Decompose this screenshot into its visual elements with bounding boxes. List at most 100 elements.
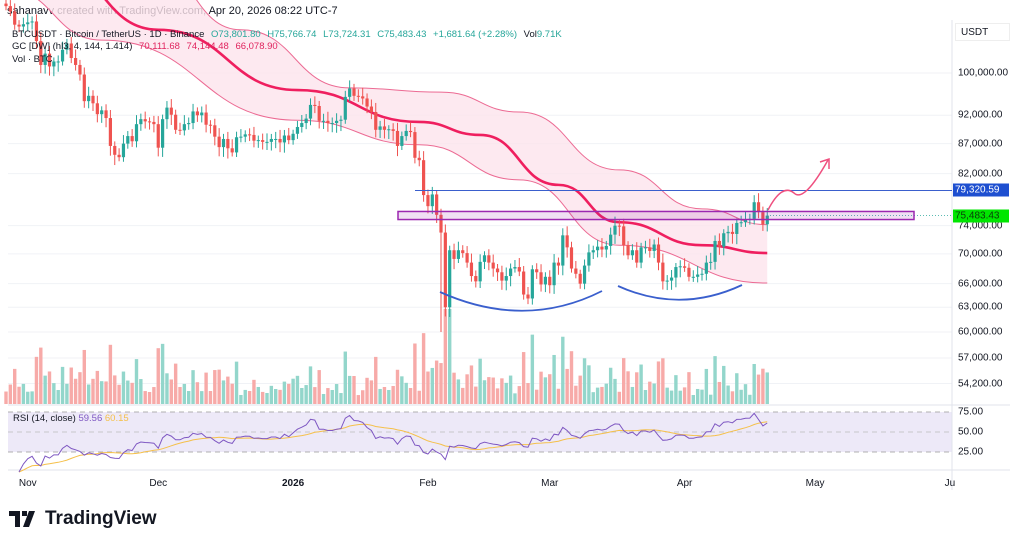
volume-bar (282, 381, 287, 404)
gc-legend[interactable]: GC [DW] (hl3, 4, 144, 1.414) 70,111.68 7… (12, 41, 282, 52)
volume-bar (182, 383, 187, 404)
candle-body (82, 74, 86, 102)
volume-bar (86, 384, 91, 404)
candle-body (574, 268, 578, 274)
volume-bar (191, 370, 195, 404)
candle-body (304, 118, 308, 124)
volume-bar (239, 394, 243, 404)
volume-bar (13, 368, 17, 404)
gc-upper-value: 74,144.48 (186, 41, 229, 52)
volume-bar (495, 388, 500, 404)
candle-body (226, 138, 230, 149)
candle-body (95, 103, 99, 115)
volume-value: 9.71K (536, 29, 562, 40)
volume-bar (295, 375, 300, 404)
volume-legend[interactable]: Vol · BTC (12, 54, 57, 65)
candle-body (274, 138, 278, 140)
volume-bar (4, 391, 8, 404)
volume-bar (165, 373, 169, 404)
volume-bar (465, 374, 469, 404)
candle-body (378, 126, 382, 130)
volume-bar (739, 389, 743, 404)
price-change: +1,681.64 (+2.28%) (433, 29, 517, 40)
volume-bar (43, 375, 47, 404)
candle-body (639, 247, 643, 263)
candle-body (556, 262, 561, 266)
volume-bar (617, 391, 622, 404)
candle-body (522, 271, 526, 295)
volume-bar (595, 387, 600, 404)
candle-body (622, 226, 626, 246)
candle-body (530, 269, 534, 299)
gc-center-value: 70,111.68 (139, 41, 180, 52)
volume-bar (582, 358, 587, 404)
candle-body (139, 119, 143, 125)
candle-body (65, 43, 69, 50)
price-tick: 82,000.00 (958, 168, 1003, 180)
volume-bar (487, 377, 491, 404)
volume-bar (313, 387, 317, 404)
price-tick: 74,000.00 (958, 220, 1003, 232)
currency-label[interactable]: USDT (955, 23, 1010, 41)
candle-body (326, 120, 330, 124)
volume-bar (491, 377, 495, 404)
price-tick: 70,000.00 (958, 248, 1003, 260)
rsi-legend[interactable]: RSI (14, close) 59.56 60.15 (13, 413, 129, 424)
rsi-label: RSI (14, close) (13, 413, 76, 424)
candle-body (13, 11, 17, 25)
volume-bar (622, 358, 626, 404)
candle-body (509, 268, 513, 277)
volume-bar (226, 376, 230, 404)
candle-body (652, 244, 656, 251)
candle-body (565, 235, 569, 248)
symbol-legend[interactable]: BTCUSDT · Bitcoin / TetherUS · 1D · Bina… (12, 29, 566, 40)
candle-body (469, 262, 474, 277)
volume-bar (743, 384, 748, 404)
volume-bar (339, 393, 343, 404)
candle-body (656, 244, 661, 263)
candle-body (487, 255, 491, 263)
candle-body (517, 267, 521, 272)
volume-bar (247, 390, 252, 404)
volume-bar (343, 351, 347, 404)
ohlc-low: L73,724.31 (323, 29, 371, 40)
candle-body (100, 110, 104, 115)
candle-body (248, 134, 252, 136)
candle-body (261, 140, 265, 142)
time-tick: Mar (541, 478, 559, 489)
candle-body (313, 104, 317, 106)
volume-bar (456, 379, 461, 404)
price-tick: 60,000.00 (958, 326, 1003, 338)
candle-body (208, 124, 213, 126)
volume-bar (321, 394, 326, 404)
price-tick: 66,000.00 (958, 278, 1003, 290)
candle-body (408, 130, 413, 133)
candle-body (291, 133, 295, 141)
tradingview-logo[interactable]: TradingView (9, 508, 157, 530)
candle-body (130, 136, 134, 142)
volume-bar (678, 390, 682, 404)
volume-bar (700, 389, 704, 404)
volume-bar (735, 373, 739, 404)
volume-bar (308, 366, 313, 404)
volume-bar (417, 390, 421, 404)
volume-bar (656, 361, 661, 404)
volume-bar (461, 387, 465, 404)
candle-body (461, 250, 465, 254)
candle-body (230, 148, 234, 153)
candle-body (348, 88, 352, 97)
volume-bar (565, 368, 569, 404)
gc-upper-band (196, 0, 768, 226)
candle-body (8, 6, 12, 12)
candle-body (178, 129, 182, 131)
candle-body (47, 53, 52, 67)
brand-name: TradingView (45, 508, 157, 529)
volume-bar (204, 372, 208, 404)
price-chart[interactable] (0, 0, 1024, 500)
volume-bar (635, 372, 639, 404)
volume-bar (639, 364, 643, 404)
candle-body (191, 111, 195, 124)
volume-bar (326, 388, 330, 404)
candle-body (561, 235, 565, 266)
candle-body (648, 247, 652, 251)
